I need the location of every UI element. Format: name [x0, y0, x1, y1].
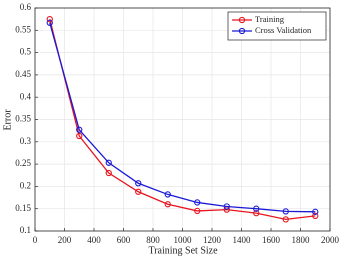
y-tick-label: 0.55: [15, 24, 31, 34]
y-tick-label: 0.4: [20, 91, 32, 101]
legend-marker: [238, 16, 246, 24]
marker: [253, 205, 260, 212]
marker: [194, 199, 201, 206]
x-tick-label: 200: [58, 235, 72, 245]
marker: [46, 15, 53, 23]
marker: [194, 207, 201, 215]
marker: [105, 169, 112, 177]
y-tick-label: 0.1: [20, 225, 31, 235]
line: [49, 22, 316, 213]
x-tick-label: 400: [87, 235, 101, 245]
x-axis-label: Training Set Size: [148, 245, 218, 256]
marker: [282, 208, 289, 215]
marker: [105, 159, 112, 166]
x-tick-label: 600: [117, 235, 131, 245]
marker: [135, 188, 142, 195]
marker: [253, 210, 260, 217]
x-tick-label: 1200: [203, 235, 222, 245]
y-tick-label: 0.15: [15, 203, 31, 213]
x-tick-label: 1600: [262, 235, 281, 245]
marker: [223, 203, 230, 210]
marker: [135, 180, 142, 187]
x-tick-label: 1400: [233, 235, 252, 245]
y-tick-label: 0.45: [15, 69, 31, 79]
x-tick-label: 1800: [292, 235, 311, 245]
y-axis-label: Error: [2, 109, 13, 131]
legend-marker: [238, 27, 246, 35]
y-tick-label: 0.25: [15, 158, 31, 168]
marker: [76, 126, 83, 133]
x-tick-label: 0: [33, 235, 38, 245]
marker: [164, 191, 171, 198]
marker: [76, 132, 83, 140]
legend-label: Training: [255, 14, 285, 24]
y-tick-label: 0.2: [20, 180, 31, 190]
x-tick-label: 1000: [174, 235, 193, 245]
legend-label: Cross Validation: [255, 25, 312, 35]
marker: [164, 201, 171, 208]
y-tick-label: 0.5: [20, 47, 32, 57]
marker: [46, 19, 53, 26]
x-tick-label: 2000: [321, 235, 339, 245]
y-tick-label: 0.6: [20, 2, 32, 12]
marker: [312, 212, 319, 219]
marker: [282, 216, 289, 223]
x-tick-label: 800: [146, 235, 160, 245]
y-tick-label: 0.35: [15, 114, 31, 124]
line: [49, 18, 316, 221]
legend-box: [227, 11, 327, 41]
marker: [312, 208, 319, 215]
y-tick-label: 0.3: [20, 136, 32, 146]
plot-frame: [34, 7, 331, 232]
